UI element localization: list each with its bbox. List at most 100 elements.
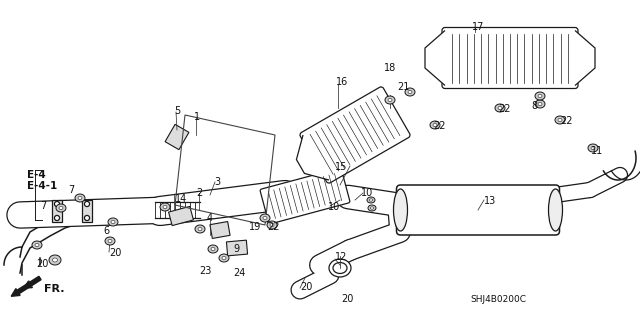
Text: 17: 17 — [472, 22, 484, 32]
Ellipse shape — [260, 214, 270, 222]
Text: 5: 5 — [174, 106, 180, 116]
Ellipse shape — [78, 197, 82, 200]
Ellipse shape — [211, 248, 215, 251]
Bar — [82, 200, 92, 222]
Ellipse shape — [535, 100, 545, 108]
Ellipse shape — [195, 225, 205, 233]
Text: 7: 7 — [40, 201, 46, 211]
Ellipse shape — [219, 254, 229, 262]
Text: 10: 10 — [328, 202, 340, 212]
Ellipse shape — [538, 102, 542, 106]
Ellipse shape — [555, 116, 565, 124]
Ellipse shape — [111, 220, 115, 224]
Bar — [168, 206, 193, 226]
Text: 23: 23 — [199, 266, 211, 276]
Text: 3: 3 — [214, 177, 220, 187]
Bar — [210, 221, 230, 239]
Bar — [227, 240, 248, 256]
Ellipse shape — [333, 263, 347, 273]
Text: 2: 2 — [196, 188, 202, 198]
Ellipse shape — [371, 207, 374, 209]
Ellipse shape — [405, 88, 415, 96]
Polygon shape — [575, 31, 595, 85]
Ellipse shape — [163, 205, 167, 209]
Polygon shape — [296, 135, 329, 180]
Text: 14: 14 — [175, 194, 188, 204]
Ellipse shape — [388, 98, 392, 101]
Ellipse shape — [105, 237, 115, 245]
Ellipse shape — [433, 123, 437, 127]
FancyBboxPatch shape — [397, 185, 559, 235]
Text: 16: 16 — [336, 77, 348, 87]
Ellipse shape — [408, 90, 412, 93]
Text: 7: 7 — [68, 185, 74, 195]
Text: 6: 6 — [103, 226, 109, 236]
Circle shape — [86, 203, 88, 205]
Text: 20: 20 — [341, 294, 353, 304]
Circle shape — [54, 202, 60, 206]
Ellipse shape — [495, 104, 505, 112]
Ellipse shape — [52, 258, 58, 262]
Ellipse shape — [430, 121, 440, 129]
Ellipse shape — [208, 245, 218, 253]
Text: FR.: FR. — [44, 284, 65, 294]
Circle shape — [84, 202, 90, 206]
Text: 13: 13 — [484, 196, 496, 206]
Text: 24: 24 — [233, 268, 245, 278]
Text: 11: 11 — [591, 146, 604, 156]
Circle shape — [56, 203, 58, 205]
Text: 10: 10 — [361, 188, 373, 198]
Text: 19: 19 — [249, 222, 261, 232]
Text: 22: 22 — [433, 121, 445, 131]
Text: 20: 20 — [300, 282, 312, 292]
Ellipse shape — [270, 223, 274, 226]
Ellipse shape — [75, 194, 85, 202]
Ellipse shape — [548, 189, 563, 231]
Ellipse shape — [535, 92, 545, 100]
Ellipse shape — [263, 216, 267, 219]
Ellipse shape — [108, 218, 118, 226]
Ellipse shape — [56, 204, 66, 212]
Ellipse shape — [59, 206, 63, 210]
Ellipse shape — [108, 239, 112, 243]
Text: 22: 22 — [498, 104, 511, 114]
Ellipse shape — [267, 221, 277, 229]
Bar — [52, 200, 62, 222]
FancyArrow shape — [12, 276, 41, 296]
Text: 15: 15 — [335, 162, 348, 172]
Ellipse shape — [558, 118, 562, 122]
Ellipse shape — [35, 243, 39, 247]
Ellipse shape — [591, 146, 595, 150]
Ellipse shape — [385, 96, 395, 104]
Text: 9: 9 — [233, 244, 239, 254]
Circle shape — [84, 216, 90, 220]
Text: 22: 22 — [560, 116, 573, 126]
Text: 1: 1 — [194, 112, 200, 122]
Text: 20: 20 — [109, 248, 122, 258]
Circle shape — [86, 217, 88, 219]
Ellipse shape — [49, 255, 61, 265]
Text: E-4-1: E-4-1 — [27, 181, 57, 191]
Text: SHJ4B0200C: SHJ4B0200C — [470, 295, 526, 304]
FancyBboxPatch shape — [442, 27, 578, 88]
Text: 21: 21 — [397, 82, 410, 92]
Ellipse shape — [368, 205, 376, 211]
Ellipse shape — [369, 199, 372, 201]
Ellipse shape — [367, 197, 375, 203]
Text: 8: 8 — [531, 101, 537, 111]
Ellipse shape — [538, 94, 542, 98]
Text: 22: 22 — [267, 222, 280, 232]
Polygon shape — [425, 31, 445, 85]
Text: 20: 20 — [36, 259, 49, 269]
FancyBboxPatch shape — [300, 87, 410, 183]
Ellipse shape — [329, 259, 351, 277]
Text: 12: 12 — [335, 252, 348, 262]
Circle shape — [56, 217, 58, 219]
Ellipse shape — [394, 189, 408, 231]
Ellipse shape — [198, 227, 202, 231]
Ellipse shape — [160, 203, 170, 211]
Ellipse shape — [498, 107, 502, 110]
Ellipse shape — [32, 241, 42, 249]
Circle shape — [54, 216, 60, 220]
Ellipse shape — [222, 256, 226, 260]
